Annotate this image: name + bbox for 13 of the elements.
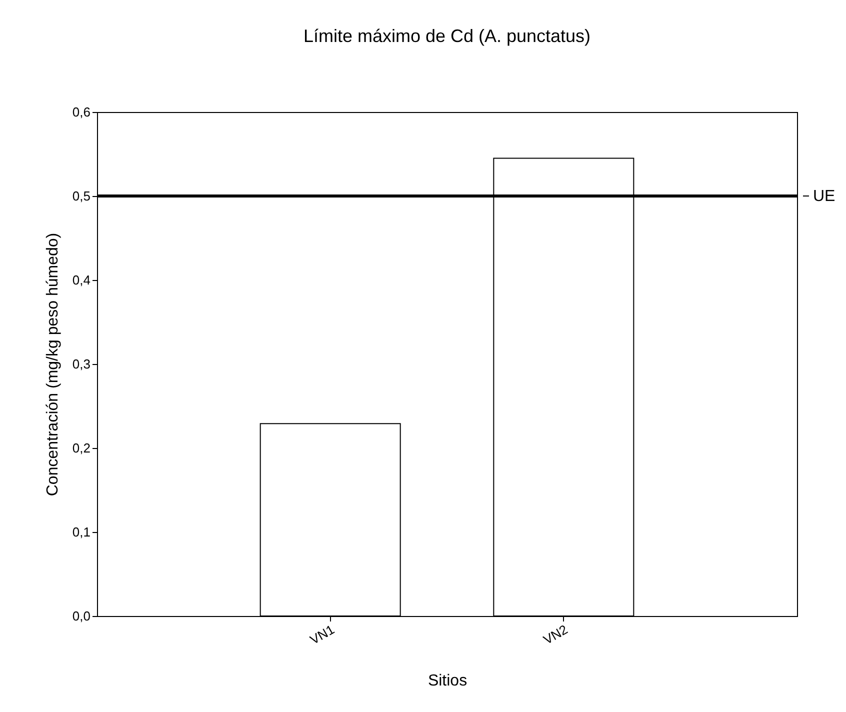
x-axis-title: Sitios <box>428 672 468 690</box>
y-tick-label: 0,0 <box>72 608 90 624</box>
y-tick-label: 0,6 <box>72 104 90 120</box>
x-tick-label: VN1 <box>307 622 337 648</box>
y-tick-label: 0,1 <box>72 524 90 540</box>
y-tick-label: 0,3 <box>72 356 90 372</box>
chart-title: Límite máximo de Cd (A. punctatus) <box>303 26 591 46</box>
y-tick-label: 0,2 <box>72 440 90 456</box>
y-axis-title: Concentración (mg/kg peso húmedo) <box>44 232 62 496</box>
ref-line-label: UE <box>813 188 836 205</box>
y-tick-label: 0,4 <box>72 272 90 288</box>
x-tick-label: VN2 <box>540 622 570 648</box>
y-tick-label: 0,5 <box>72 188 90 204</box>
